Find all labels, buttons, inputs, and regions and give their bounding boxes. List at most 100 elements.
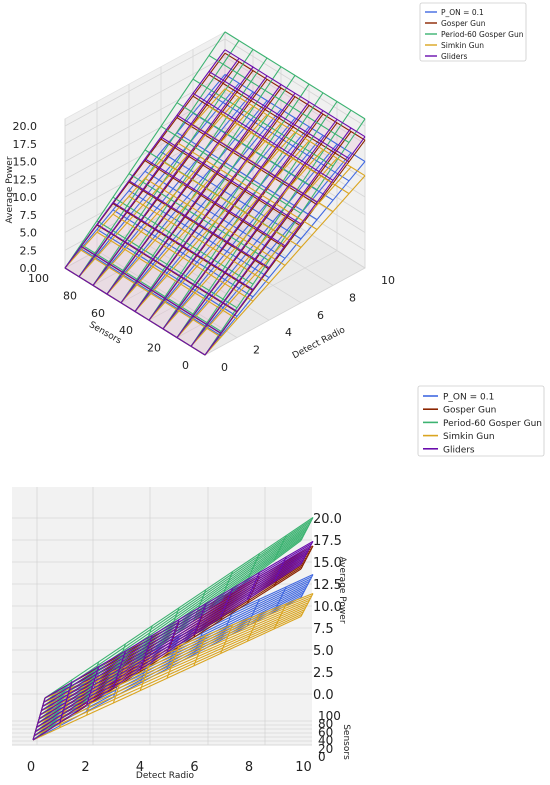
legend-label: Gosper Gun: [443, 406, 496, 416]
x-tick-label: 4: [285, 326, 292, 339]
z-tick-label: 17.5: [313, 534, 342, 549]
chart-3d-perspective: 0.02.55.07.510.012.515.017.520.002040608…: [5, 2, 527, 374]
wire-line: [44, 540, 314, 699]
wire-line: [33, 613, 303, 737]
wire-line: [38, 528, 308, 720]
wire-line: [38, 552, 308, 720]
wire-line: [39, 526, 309, 716]
wire-line: [64, 49, 226, 269]
wire-line: [35, 611, 304, 733]
wire-line: [120, 84, 282, 304]
y-tick-label: 0: [182, 359, 189, 372]
wire-line: [204, 175, 366, 356]
legend-label: Gliders: [443, 445, 475, 455]
wire-line: [204, 161, 366, 356]
grid-line-z: [64, 109, 226, 198]
wire-line: [41, 547, 310, 712]
series-wireframe: [32, 540, 314, 741]
x-tick-label: 10: [295, 760, 312, 775]
wire-line: [64, 88, 226, 269]
wire-line: [120, 108, 282, 304]
wire-line: [190, 166, 352, 347]
y-axis-label: Sensors: [87, 320, 123, 347]
legend-label: Simkin Gun: [443, 432, 495, 442]
z-tick-label: 15.0: [13, 156, 38, 169]
wire-line: [78, 97, 240, 278]
wire-line: [43, 519, 313, 703]
grid-line-y: [204, 267, 366, 356]
wire-line: [134, 117, 296, 312]
legend-box: [419, 2, 527, 62]
y-tick-label: 0: [318, 750, 326, 764]
wire-line: [92, 105, 254, 286]
y-tick-label: 20: [318, 742, 333, 756]
grid-line-z: [224, 56, 366, 145]
wire-line: [148, 140, 310, 321]
wire-line: [41, 599, 310, 712]
legend-label: Gliders: [441, 52, 467, 61]
wire-line: [33, 561, 303, 737]
wire-line: [43, 543, 313, 703]
legend-label: P_ON = 0.1: [443, 393, 494, 403]
x-tick-label: 8: [349, 291, 356, 304]
wire-line: [33, 537, 303, 737]
wire-line: [37, 530, 307, 724]
wire-line: [120, 123, 282, 304]
grid-line-z: [224, 109, 366, 198]
legend-label: P_ON = 0.1: [441, 8, 484, 17]
z-axis-label: Average Power: [5, 156, 15, 223]
wire-line: [148, 126, 310, 321]
z-tick-label: 0.0: [313, 688, 334, 703]
wire-line: [35, 559, 304, 733]
legend-label: Gosper Gun: [441, 19, 486, 28]
y-tick-label: 20: [147, 342, 161, 355]
z-tick-label: 5.0: [20, 227, 38, 240]
legend-label: Period-60 Gosper Gun: [441, 30, 524, 39]
z-tick-label: 12.5: [13, 173, 38, 186]
series-wireframe: [64, 49, 366, 356]
x-tick-label: 0: [27, 760, 35, 775]
wire-line: [35, 535, 304, 733]
wire-line: [106, 100, 268, 295]
wire-line: [44, 517, 314, 699]
wire-line: [36, 533, 305, 728]
wire-line: [176, 118, 338, 338]
wire-line: [64, 31, 226, 269]
legend-label: Simkin Gun: [441, 41, 484, 50]
z-tick-label: 7.5: [20, 209, 38, 222]
wire-line: [64, 74, 226, 269]
z-axis-label: Average Power: [337, 556, 347, 623]
y-tick-label: 60: [318, 725, 333, 739]
z-tick-label: 2.5: [20, 244, 38, 257]
x-axis-label: Detect Radio: [136, 771, 195, 781]
wire-line: [162, 135, 324, 330]
grid-line-z: [224, 127, 366, 216]
y-tick-label: 40: [119, 324, 133, 337]
wire-line: [42, 521, 311, 707]
y-axis-label: Sensors: [341, 724, 351, 760]
legend-box: [417, 385, 545, 457]
wire-line: [36, 556, 305, 728]
z-tick-label: 20.0: [313, 512, 342, 527]
wire-line: [41, 523, 310, 712]
wire-line: [78, 57, 240, 278]
x-tick-label: 8: [245, 760, 253, 775]
wire-line: [176, 143, 338, 338]
x-tick-label: 2: [253, 344, 260, 357]
x-tick-label: 10: [381, 274, 395, 287]
wire-line: [92, 66, 254, 286]
z-tick-label: 5.0: [313, 644, 334, 659]
series-wireframe: [64, 74, 366, 356]
wire-line: [32, 568, 302, 741]
legend: P_ON = 0.1 Gosper Gun Period-60 Gosper Gun…: [417, 385, 545, 457]
z-tick-label: 20.0: [13, 120, 38, 133]
wire-line: [37, 554, 307, 724]
z-tick-label: 10.0: [13, 191, 38, 204]
grid-line-z: [224, 38, 366, 127]
grid-line-z: [64, 38, 226, 127]
z-tick-label: 12.5: [313, 578, 342, 593]
y-tick-label: 40: [318, 734, 333, 748]
wire-line: [42, 545, 311, 707]
x-axis-label: Detect Radio: [291, 325, 347, 361]
wire-line: [162, 149, 324, 330]
